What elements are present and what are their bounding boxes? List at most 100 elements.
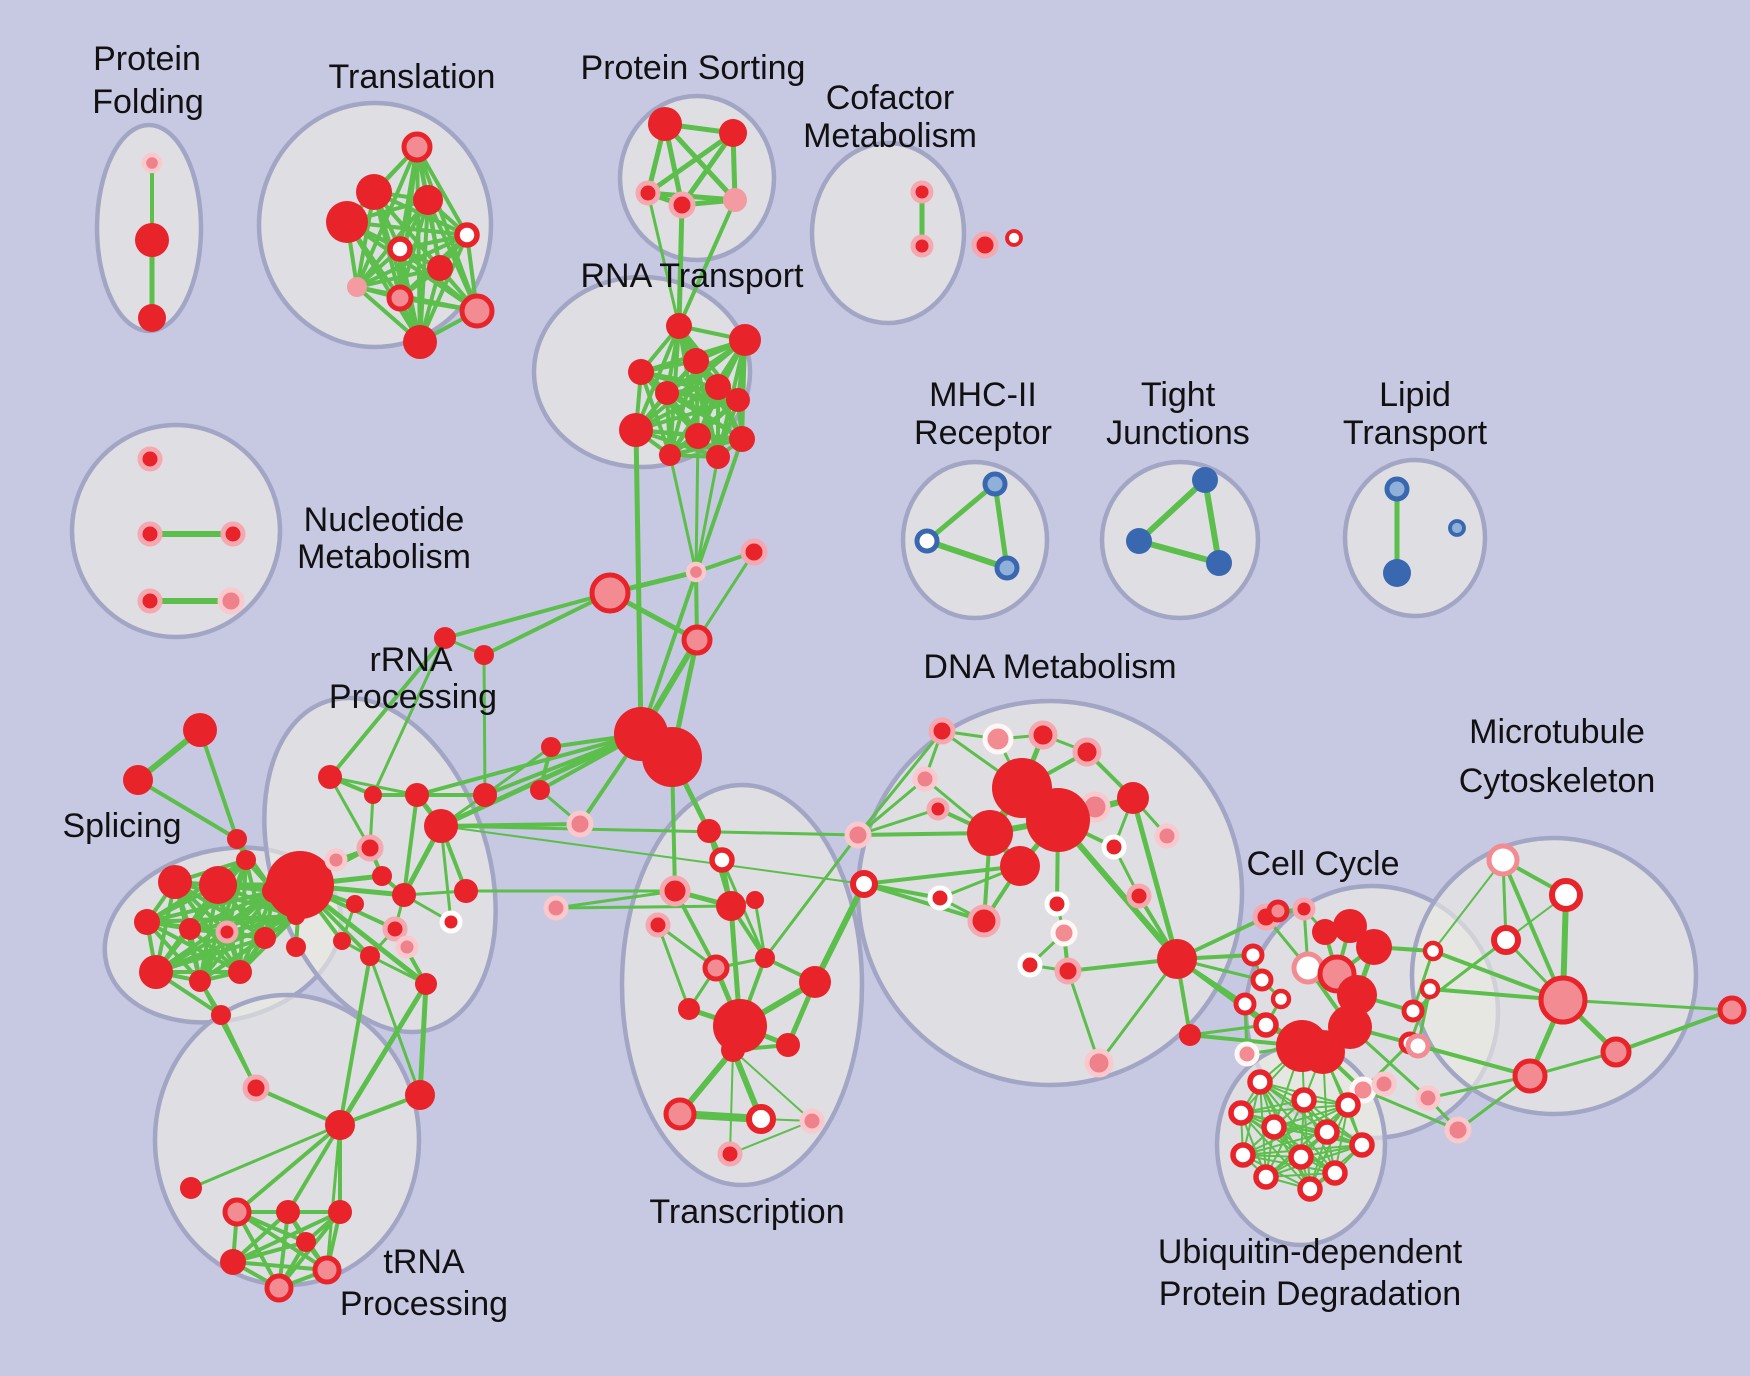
gene-node-tx5[interactable] [799,966,831,998]
gene-node-pf3[interactable] [138,304,166,332]
gene-node-rr15[interactable] [439,910,463,934]
gene-node-spt3[interactable] [227,829,247,849]
gene-node-rr14[interactable] [415,973,437,995]
gene-node-cc13[interactable] [1250,968,1274,992]
gene-node-tx1[interactable] [755,948,775,968]
gene-node-rt3[interactable] [683,348,709,374]
gene-node-dn3[interactable] [1072,737,1102,767]
gene-node-tl1[interactable] [401,131,433,163]
gene-node-cf3[interactable] [971,231,999,259]
gene-node-ub1[interactable] [1247,1069,1273,1095]
gene-node-hb4[interactable] [530,780,550,800]
gene-node-tr6[interactable] [312,1255,342,1285]
gene-node-tx8[interactable] [663,1097,697,1131]
gene-node-cn1[interactable] [844,821,872,849]
gene-node-nm2[interactable] [137,521,163,547]
gene-node-rr4[interactable] [424,809,458,843]
gene-node-sp10[interactable] [236,850,256,870]
gene-node-hb5[interactable] [566,810,594,838]
gene-node-dnh2[interactable] [1026,788,1090,852]
gene-node-tl11[interactable] [403,325,437,359]
gene-node-tr3[interactable] [276,1200,300,1224]
gene-node-cc23[interactable] [1422,940,1444,962]
gene-node-rt5[interactable] [655,381,679,405]
gene-node-ch1[interactable] [685,561,707,583]
gene-node-tx4[interactable] [713,999,767,1053]
gene-node-tl3[interactable] [413,185,443,215]
gene-node-lt2[interactable] [1383,559,1411,587]
gene-node-rr16[interactable] [454,879,478,903]
gene-node-dnh3[interactable] [967,810,1013,856]
gene-node-tl9[interactable] [386,284,414,312]
gene-node-sp13[interactable] [211,1005,231,1025]
gene-node-bh2[interactable] [1179,1024,1201,1046]
gene-node-rr13[interactable] [333,932,351,950]
gene-node-mtB[interactable] [1549,878,1583,912]
gene-node-rt6[interactable] [705,374,731,400]
gene-node-ub3[interactable] [1335,1092,1361,1118]
gene-node-tx9[interactable] [746,1104,776,1134]
gene-node-tl6[interactable] [387,236,413,262]
gene-node-tr7[interactable] [264,1273,294,1303]
gene-node-tl5[interactable] [454,222,480,248]
gene-node-sp6[interactable] [139,955,173,989]
gene-node-tx2[interactable] [702,954,730,982]
gene-node-nm4[interactable] [137,588,163,614]
gene-node-cf1[interactable] [910,180,934,204]
gene-node-ch2[interactable] [740,538,768,566]
gene-node-bh[interactable] [1157,939,1197,979]
gene-node-tr2[interactable] [222,1197,252,1227]
gene-node-lt3[interactable] [1448,519,1466,537]
gene-node-tj2[interactable] [1126,528,1152,554]
gene-node-nm1[interactable] [137,446,163,472]
gene-node-tx3[interactable] [678,998,700,1020]
gene-node-ch3[interactable] [589,572,631,614]
gene-node-rr3[interactable] [405,783,429,807]
gene-node-sp7[interactable] [189,970,211,992]
gene-node-ub10[interactable] [1253,1164,1279,1190]
gene-node-md2[interactable] [709,847,735,873]
gene-node-sp3[interactable] [134,909,160,935]
gene-node-sp8[interactable] [228,960,252,984]
gene-node-dn19[interactable] [1084,1048,1114,1078]
gene-node-dn7[interactable] [1117,782,1149,814]
gene-node-cc24[interactable] [1419,978,1441,1000]
gene-node-mtA[interactable] [1486,843,1520,877]
gene-node-rr18[interactable] [473,783,497,807]
gene-node-cc20[interactable] [1266,899,1290,923]
gene-node-dn6[interactable] [926,797,950,821]
gene-node-mtD[interactable] [1538,975,1588,1025]
gene-node-pf1[interactable] [141,152,163,174]
gene-node-dn11[interactable] [1126,883,1152,909]
gene-node-cc11[interactable] [1301,1030,1345,1074]
gene-node-dn9[interactable] [1154,823,1180,849]
gene-node-ub6[interactable] [1314,1119,1340,1145]
gene-node-tl10[interactable] [459,293,495,329]
gene-node-vx2[interactable] [474,645,494,665]
gene-node-ps1[interactable] [648,107,682,141]
gene-node-dn4[interactable] [928,717,956,745]
gene-node-dn12[interactable] [1000,846,1040,886]
gene-node-rr7[interactable] [372,866,392,886]
gene-node-dn2[interactable] [1028,720,1058,750]
gene-node-ub5[interactable] [1261,1114,1287,1140]
gene-node-tl4[interactable] [326,201,368,243]
gene-node-rr1[interactable] [318,765,342,789]
gene-node-mtH[interactable] [1512,1058,1548,1094]
gene-node-sp4[interactable] [179,918,201,940]
gene-node-tj1[interactable] [1192,467,1218,493]
gene-node-dn18[interactable] [1054,957,1082,985]
gene-node-mh1[interactable] [982,471,1008,497]
gene-node-pn2[interactable] [1444,1116,1472,1144]
gene-node-sp2[interactable] [199,866,237,904]
gene-node-ps4[interactable] [668,191,696,219]
gene-node-dn1[interactable] [982,723,1014,755]
gene-node-tx10[interactable] [799,1108,825,1134]
gene-node-pn1[interactable] [1415,1085,1441,1111]
gene-node-tx13[interactable] [645,912,671,938]
gene-node-rt11[interactable] [659,444,681,466]
gene-node-ub11[interactable] [1322,1160,1348,1186]
gene-node-rrH[interactable] [266,851,334,919]
gene-node-sp9[interactable] [254,927,276,949]
gene-node-nm3[interactable] [220,521,246,547]
